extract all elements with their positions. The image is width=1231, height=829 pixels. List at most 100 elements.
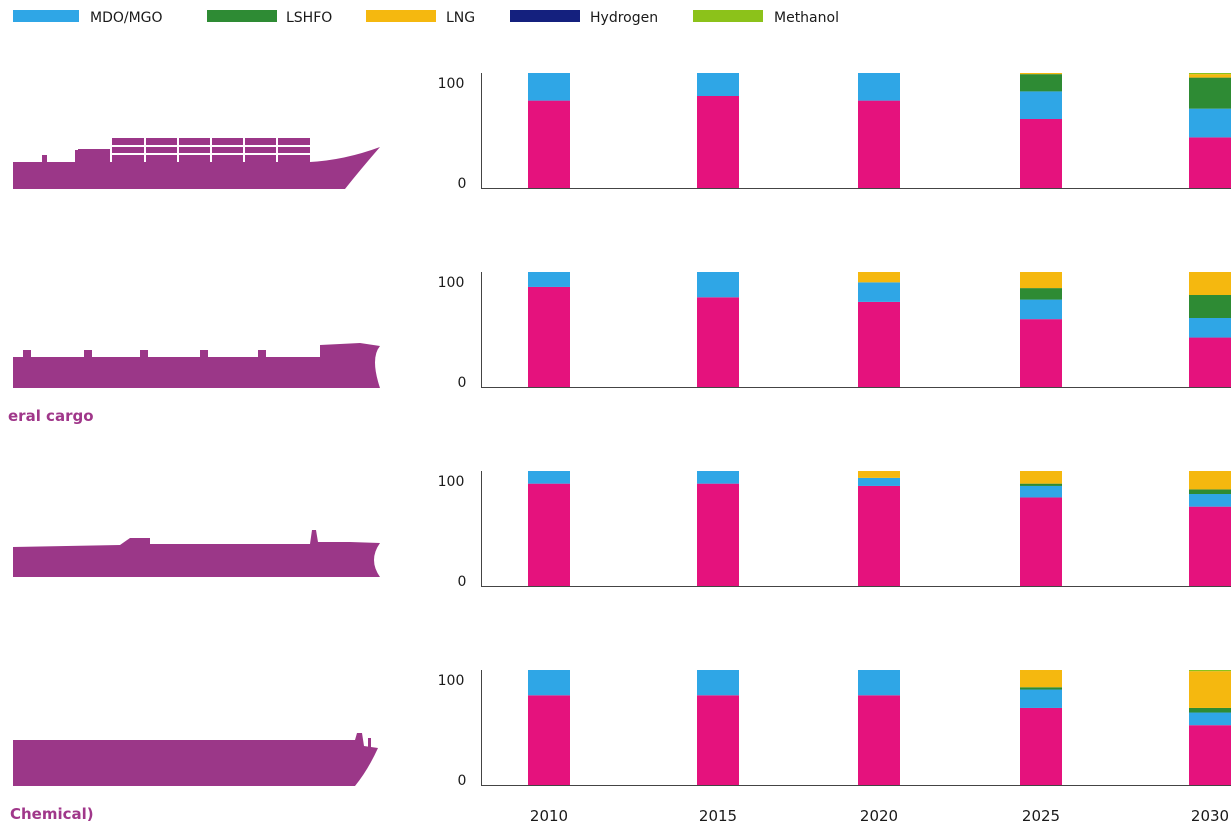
- bar-segment-base: [697, 695, 739, 785]
- y-tick-label: 0: [458, 773, 467, 789]
- bar-segment-mdo-mgo: [528, 73, 570, 101]
- bar-stack-2030: [1189, 471, 1231, 586]
- bar-segment-base: [858, 485, 900, 586]
- bar-segment-mdo-mgo: [528, 471, 570, 484]
- ship-label-chemical: Chemical): [10, 805, 94, 823]
- bar-segment-lshfo: [1189, 489, 1231, 494]
- legend-label-lng: LNG: [446, 10, 475, 26]
- bar-segment-lng: [1020, 471, 1062, 484]
- legend: MDO/MGO LSHFO LNG Hydrogen Methanol: [13, 10, 839, 26]
- y-tick-label: 100: [438, 673, 465, 689]
- bar-segment-base: [697, 297, 739, 387]
- bar-segment-mdo-mgo: [858, 477, 900, 486]
- bar-segment-lng: [1189, 74, 1231, 78]
- bar-segment-base: [1189, 337, 1231, 387]
- legend-swatch-lshfo: [207, 10, 277, 22]
- bar-segment-lng: [1189, 471, 1231, 490]
- y-tick-label: 100: [438, 76, 465, 92]
- bar-segment-lng: [1020, 272, 1062, 289]
- bar-stack-2025: [1020, 73, 1062, 188]
- bar-stack-2020: [858, 670, 900, 785]
- bar-segment-base: [1020, 707, 1062, 785]
- bar-segment-lng: [1020, 73, 1062, 75]
- chart-panel-3: 100 0: [438, 471, 1231, 590]
- bar-segment-lshfo: [1020, 74, 1062, 92]
- legend-label-lshfo: LSHFO: [286, 10, 332, 26]
- chemical-tanker-ship-icon: [13, 733, 378, 786]
- bar-stack-2020: [858, 471, 900, 586]
- y-tick-label: 0: [458, 176, 467, 192]
- bar-segment-mdo-mgo: [528, 272, 570, 287]
- y-tick-label: 0: [458, 375, 467, 391]
- legend-swatch-lng: [366, 10, 436, 22]
- bar-segment-lng: [858, 272, 900, 283]
- legend-entry-lng: LNG: [366, 10, 475, 26]
- bar-segment-base: [1189, 506, 1231, 586]
- bar-segment-mdo-mgo: [1020, 485, 1062, 498]
- legend-label-hydrogen: Hydrogen: [590, 10, 658, 26]
- bar-segment-base: [858, 695, 900, 785]
- tanker-ship-icon: [13, 530, 380, 577]
- bar-stack-2020: [858, 272, 900, 387]
- bar-segment-lshfo: [1189, 295, 1231, 318]
- bar-segment-base: [1020, 497, 1062, 586]
- bar-segment-base: [697, 96, 739, 188]
- bar-segment-base: [528, 695, 570, 785]
- bar-segment-mdo-mgo: [1020, 299, 1062, 320]
- legend-entry-mdo-mgo: MDO/MGO: [13, 10, 163, 26]
- y-tick-label: 0: [458, 574, 467, 590]
- y-tick-label: 100: [438, 474, 465, 490]
- bar-segment-lshfo: [1020, 687, 1062, 690]
- bar-segment-mdo-mgo: [858, 282, 900, 302]
- bar-segment-mdo-mgo: [1020, 689, 1062, 708]
- x-tick-label-2020: 2020: [860, 807, 898, 825]
- bar-stack-2010: [528, 272, 570, 387]
- bar-stack-2010: [528, 670, 570, 785]
- x-tick-label-2025: 2025: [1022, 807, 1060, 825]
- bar-segment-methanol: [1189, 670, 1231, 672]
- bar-stack-2025: [1020, 670, 1062, 785]
- bar-segment-base: [1020, 319, 1062, 387]
- bar-stack-2030: [1189, 73, 1231, 188]
- bar-segment-base: [1189, 725, 1231, 785]
- bar-segment-mdo-mgo: [858, 73, 900, 101]
- x-tick-label-2030: 2030: [1191, 807, 1229, 825]
- bar-segment-mdo-mgo: [697, 73, 739, 96]
- bar-segment-base: [528, 483, 570, 586]
- bar-stack-2015: [697, 471, 739, 586]
- chart-panel-2: 100 0: [438, 272, 1231, 391]
- bar-segment-methanol: [1189, 73, 1231, 75]
- bar-segment-mdo-mgo: [697, 471, 739, 484]
- bar-segment-lshfo: [1189, 77, 1231, 109]
- chart-panels: 100 0 100 0 100 0 100 0: [438, 73, 1231, 789]
- bar-segment-mdo-mgo: [1189, 712, 1231, 726]
- bar-segment-base: [1189, 137, 1231, 188]
- x-tick-label-2010: 2010: [530, 807, 568, 825]
- general-cargo-ship-icon: [13, 343, 380, 388]
- bar-segment-mdo-mgo: [1189, 318, 1231, 338]
- bar-stack-2030: [1189, 670, 1231, 785]
- bar-stack-2010: [528, 73, 570, 188]
- bar-segment-mdo-mgo: [1020, 91, 1062, 119]
- bar-segment-lng: [1189, 671, 1231, 708]
- bar-segment-base: [858, 100, 900, 188]
- bar-stack-2010: [528, 471, 570, 586]
- bar-stack-2020: [858, 73, 900, 188]
- bar-segment-lng: [1020, 670, 1062, 688]
- x-tick-label-2015: 2015: [699, 807, 737, 825]
- bar-segment-mdo-mgo: [1189, 108, 1231, 138]
- bar-segment-lng: [1189, 272, 1231, 295]
- chart-panel-4: 100 0: [438, 670, 1231, 789]
- bar-segment-base: [528, 286, 570, 387]
- bar-stack-2025: [1020, 471, 1062, 586]
- bar-stack-2015: [697, 73, 739, 188]
- x-axis-labels: 2010 2015 2020 2025 2030: [530, 807, 1229, 825]
- bar-stack-2015: [697, 272, 739, 387]
- bar-segment-lshfo: [1020, 483, 1062, 486]
- legend-swatch-methanol: [693, 10, 763, 22]
- bar-segment-lshfo: [1020, 288, 1062, 300]
- bar-segment-mdo-mgo: [858, 670, 900, 696]
- bar-segment-mdo-mgo: [697, 272, 739, 298]
- bar-stack-2025: [1020, 272, 1062, 387]
